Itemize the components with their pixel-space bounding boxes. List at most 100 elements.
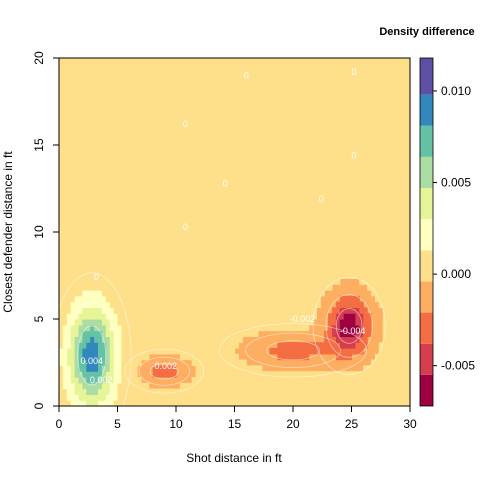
- heat-cell: [90, 278, 95, 285]
- heat-cell: [324, 58, 329, 65]
- heat-cell: [371, 388, 376, 395]
- heat-cell: [195, 191, 200, 198]
- heat-cell: [156, 69, 161, 76]
- heat-cell: [293, 69, 298, 76]
- heat-cell: [257, 278, 263, 285]
- heat-cell: [378, 145, 384, 152]
- heat-cell: [203, 156, 208, 163]
- heat-cell: [176, 179, 181, 187]
- heat-cell: [316, 249, 321, 256]
- heat-cell: [308, 278, 314, 285]
- heat-cell: [140, 121, 146, 129]
- heat-cell: [94, 203, 99, 210]
- heat-cell: [176, 330, 181, 337]
- heat-cell: [187, 266, 193, 274]
- heat-cell: [296, 203, 302, 210]
- heat-cell: [199, 214, 204, 221]
- heat-cell: [133, 104, 138, 111]
- heat-cell: [265, 249, 271, 256]
- heat-cell: [199, 249, 204, 256]
- heat-cell: [156, 116, 161, 123]
- heat-cell: [183, 388, 189, 395]
- heat-cell: [316, 377, 321, 384]
- heat-cell: [187, 243, 193, 250]
- heat-cell: [226, 69, 232, 76]
- heat-cell: [347, 81, 353, 88]
- heat-cell: [234, 342, 239, 349]
- heat-cell: [261, 150, 267, 158]
- heat-cell: [226, 388, 232, 395]
- heat-cell: [257, 266, 263, 274]
- heat-cell: [328, 255, 333, 262]
- heat-cell: [82, 116, 87, 123]
- heat-cell: [176, 232, 181, 239]
- heat-cell: [191, 278, 197, 285]
- heat-cell: [332, 185, 337, 192]
- heat-cell: [254, 139, 259, 146]
- heat-cell: [230, 324, 236, 332]
- heat-cell: [277, 150, 282, 158]
- heat-cell: [218, 81, 224, 88]
- heat-cell: [312, 243, 317, 250]
- heat-cell: [324, 220, 329, 227]
- heat-cell: [273, 208, 278, 216]
- heat-cell: [230, 261, 236, 268]
- heat-cell: [355, 214, 360, 221]
- heat-cell: [218, 150, 224, 158]
- heat-cell: [273, 69, 278, 76]
- heat-cell: [265, 214, 271, 221]
- heat-cell: [394, 104, 399, 111]
- heat-cell: [296, 121, 302, 129]
- heat-cell: [293, 348, 298, 355]
- heat-cell: [144, 278, 150, 285]
- heat-cell: [386, 150, 392, 158]
- heat-cell: [74, 255, 80, 262]
- heat-cell: [312, 168, 317, 175]
- heat-cell: [312, 179, 317, 187]
- heat-cell: [351, 243, 356, 250]
- heat-cell: [164, 243, 169, 250]
- heat-cell: [367, 226, 372, 233]
- heat-cell: [121, 92, 126, 100]
- heat-cell: [105, 278, 111, 285]
- heat-cell: [152, 191, 158, 198]
- heat-cell: [316, 278, 321, 285]
- heat-cell: [59, 290, 64, 297]
- heat-cell: [339, 185, 345, 192]
- heat-cell: [152, 290, 158, 297]
- heat-cell: [285, 98, 290, 105]
- heat-cell: [140, 255, 146, 262]
- heat-cell: [62, 75, 68, 82]
- heat-cell: [109, 255, 115, 262]
- heat-cell: [371, 127, 376, 134]
- heat-cell: [234, 98, 239, 105]
- heat-cell: [257, 301, 263, 308]
- heat-cell: [363, 214, 368, 221]
- heat-cell: [222, 191, 228, 198]
- heat-cell: [133, 255, 138, 262]
- heat-cell: [261, 214, 267, 221]
- heat-cell: [351, 139, 356, 146]
- heat-cell: [293, 272, 298, 279]
- heat-cell: [90, 69, 95, 76]
- heat-cell: [195, 266, 200, 274]
- heat-cell: [281, 69, 286, 76]
- heat-cell: [277, 75, 282, 82]
- heat-cell: [254, 243, 259, 250]
- heat-cell: [234, 278, 239, 285]
- heat-cell: [144, 261, 150, 268]
- heat-cell: [66, 110, 72, 117]
- heat-cell: [113, 330, 119, 337]
- heat-cell: [90, 185, 95, 192]
- heat-cell: [78, 214, 83, 221]
- heat-cell: [390, 214, 395, 221]
- heat-cell: [308, 116, 314, 123]
- heat-cell: [374, 214, 380, 221]
- heat-cell: [234, 301, 239, 308]
- heat-cell: [59, 255, 64, 262]
- heat-cell: [82, 110, 87, 117]
- heat-cell: [269, 168, 275, 175]
- heat-cell: [94, 168, 99, 175]
- heat-cell: [144, 284, 150, 291]
- heat-cell: [74, 330, 80, 337]
